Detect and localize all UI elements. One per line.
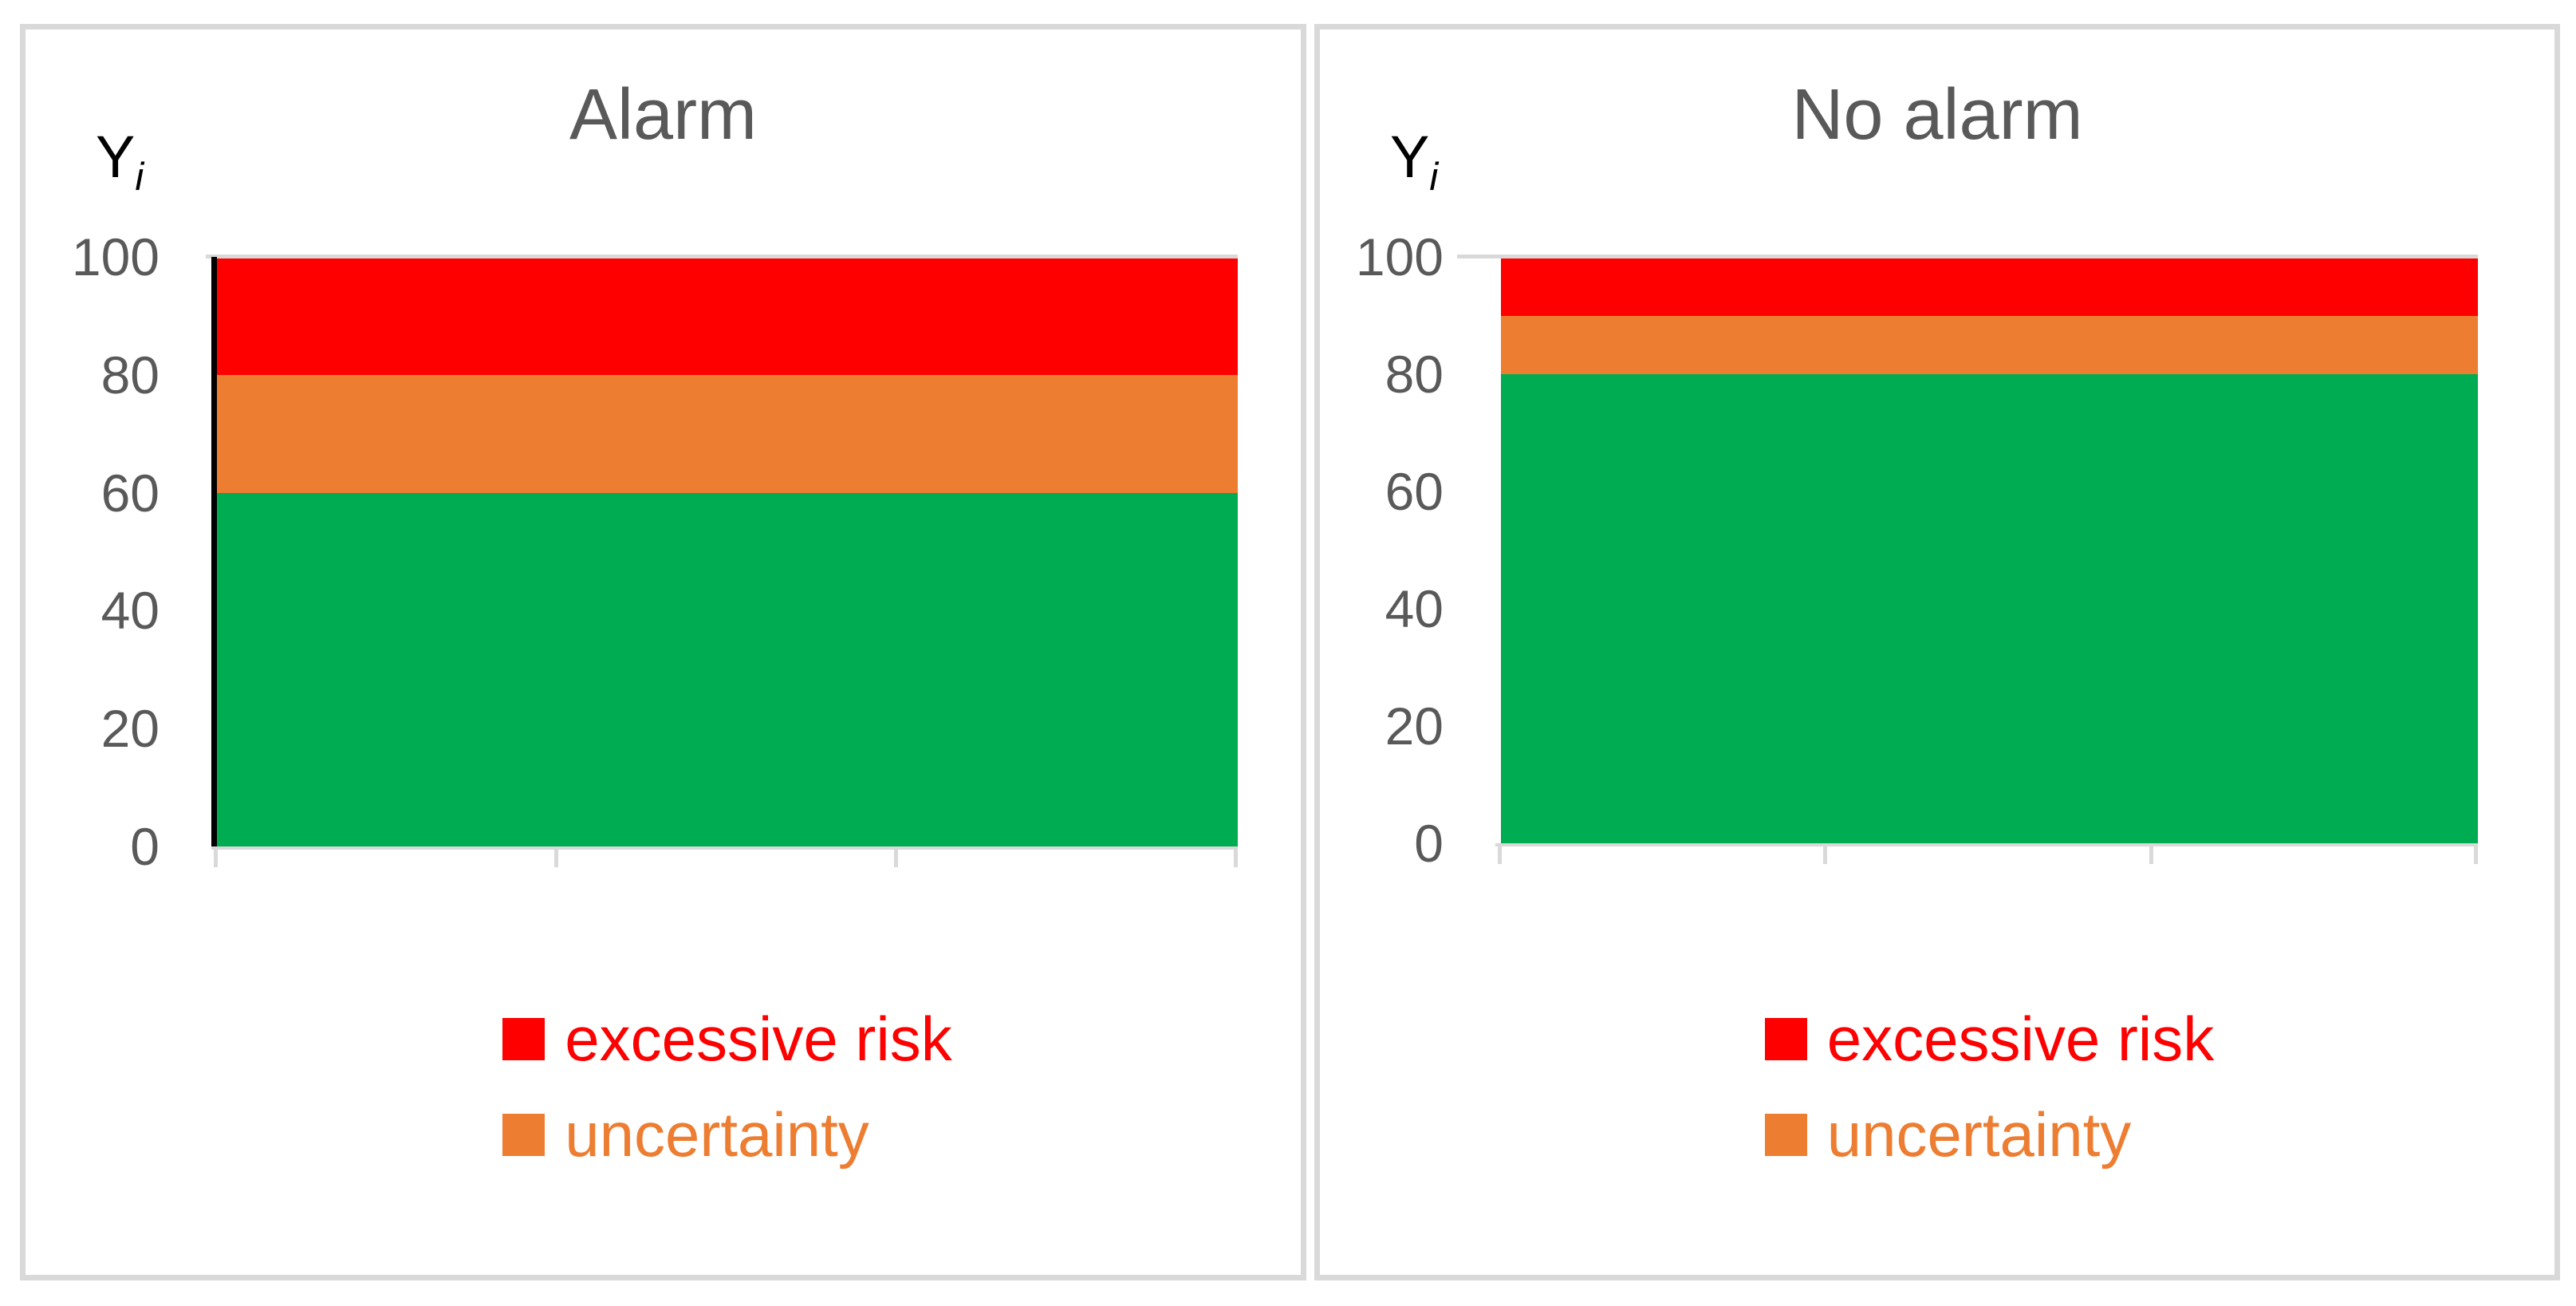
y-tick-label: 20 [1385, 696, 1444, 756]
y-tick-label: 40 [1385, 579, 1444, 638]
y-tick-label: 60 [1385, 462, 1444, 521]
legend-label: uncertainty [1826, 1099, 2132, 1170]
x-tick-mark [2474, 846, 2478, 864]
y-tick-label: 100 [71, 227, 160, 286]
x-tick-mark [894, 850, 899, 867]
y-axis-label-subscript: i [135, 155, 144, 199]
x-tick-mark [553, 850, 558, 867]
band-excessive-risk [1501, 257, 2478, 316]
excessive-risk-swatch [1764, 1017, 1807, 1060]
plot-area [1457, 254, 2478, 846]
y-tick-label: 80 [100, 345, 160, 404]
band-uncertainty [1501, 315, 2478, 374]
band-base [217, 492, 1238, 846]
chart-title: No alarm [1791, 75, 2083, 155]
y-tick-label: 20 [100, 699, 160, 759]
y-tick-label: 100 [1355, 227, 1444, 286]
legend-item-uncertainty: uncertainty [502, 1101, 869, 1168]
legend-item-uncertainty: uncertainty [1764, 1099, 2132, 1170]
plot-area [206, 254, 1238, 850]
y-tick-label: 80 [1385, 345, 1444, 404]
legend-item-excessive-risk: excessive risk [1764, 1004, 2215, 1074]
y-axis-label-main: Y [1390, 124, 1430, 190]
y-tick-label: 0 [130, 817, 160, 876]
x-tick-mark [1234, 850, 1238, 867]
x-tick-mark [1498, 846, 1502, 864]
legend-label: excessive risk [565, 1004, 952, 1074]
band-excessive-risk [217, 257, 1238, 375]
plot-top-border [1457, 254, 2478, 258]
y-tick-label: 0 [1414, 814, 1444, 873]
x-tick-mark [214, 850, 218, 867]
y-tick-label: 40 [100, 581, 160, 641]
y-tick-label: 60 [100, 463, 160, 523]
x-axis-line [211, 846, 1238, 850]
plot-top-border [206, 254, 1238, 258]
excessive-risk-swatch [502, 1017, 546, 1060]
y-axis-label-subscript: i [1429, 155, 1439, 199]
band-uncertainty [217, 374, 1238, 493]
x-tick-mark [2149, 846, 2153, 864]
y-axis-label: Yi [1390, 124, 1438, 197]
chart-title: Alarm [569, 75, 758, 155]
legend-label: uncertainty [565, 1099, 869, 1170]
y-axis-line [211, 257, 217, 846]
legend-label: excessive risk [1826, 1004, 2215, 1074]
x-tick-mark [1823, 846, 1828, 864]
y-axis-label-main: Y [96, 124, 136, 190]
y-axis-label: Yi [96, 124, 144, 197]
legend: excessive risk uncertainty [1501, 1005, 2478, 1168]
chart-panel-no-alarm: Yi No alarm excessive risk uncertainty 1… [1314, 24, 2560, 1280]
band-base [1501, 374, 2478, 843]
uncertainty-swatch [1764, 1113, 1807, 1156]
x-axis-line [1495, 843, 2478, 846]
legend: excessive risk uncertainty [217, 1005, 1238, 1168]
legend-item-excessive-risk: excessive risk [502, 1004, 952, 1074]
uncertainty-swatch [502, 1113, 546, 1156]
chart-panel-alarm: Yi Alarm excessive risk uncertainty 100 8… [20, 24, 1306, 1280]
